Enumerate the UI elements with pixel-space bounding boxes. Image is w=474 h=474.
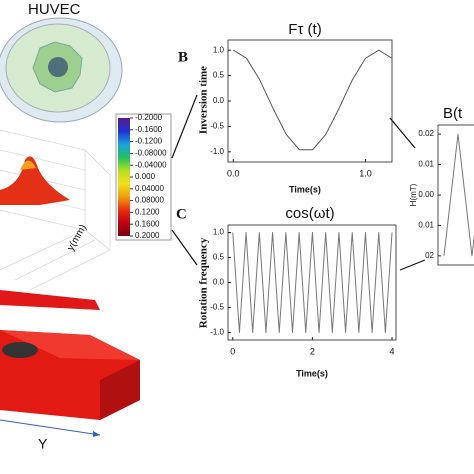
panel-b-label: B [178, 49, 188, 65]
chart-title: B(t [443, 105, 463, 122]
y-tick-label: 1.0 [213, 228, 225, 237]
y-tick-label: 0.02 [418, 129, 434, 138]
y-tick-label: 0.01 [418, 160, 434, 169]
y-tick-label: -1.0 [210, 147, 224, 156]
chart-title: cos(ωt) [285, 205, 334, 222]
axis-line [0, 419, 101, 436]
y-axis-label: Rotation frequency [198, 237, 210, 328]
axis-y-label: Y [38, 436, 48, 452]
x-tick-label: 0 [230, 346, 235, 356]
field-peak-top [20, 160, 36, 170]
x-axis-label: Time(s) [296, 368, 328, 378]
y-tick-label: -1.0 [210, 328, 224, 337]
y-tick-label: -0.5 [210, 122, 224, 131]
panel-c-label: C [176, 206, 187, 222]
plot-frame [227, 39, 393, 163]
colorbar-tick-label: -0.04000 [135, 160, 167, 169]
y-tick-label: 0.0 [213, 278, 225, 287]
arrows [171, 94, 426, 271]
colorbar-tick-label: -0.1200 [135, 137, 163, 146]
device-hole [2, 342, 38, 358]
colorbar-tick-label: -0.08000 [135, 149, 167, 158]
y-tick-label: 0.5 [213, 71, 225, 80]
nucleus [48, 57, 68, 77]
colorbar-tick-label: 0.1200 [135, 208, 160, 217]
x-tick-label: 4 [390, 346, 395, 356]
y-tick-label: 02 [425, 251, 434, 260]
field-peak [0, 156, 70, 205]
colorbar [118, 118, 130, 236]
arrowhead [93, 431, 100, 437]
colorbar-tick-label: 0.1600 [135, 219, 160, 228]
x-tick-label: 1.0 [359, 168, 372, 178]
colorbar-tick-label: -0.1600 [135, 125, 163, 134]
chart-title: Fτ (t) [288, 21, 321, 38]
y-tick-label: 0.00 [418, 190, 434, 199]
plot-frame [437, 124, 474, 266]
data-line [233, 49, 393, 151]
y-tick-label: 0.0 [213, 96, 225, 105]
y-tick-label: 0.5 [213, 253, 225, 262]
lid [0, 290, 100, 310]
colorbar-tick-label: 0.2000 [135, 231, 160, 240]
y-axis-label: Inversion time [198, 66, 210, 134]
y-tick-label: 1.0 [213, 45, 225, 54]
y-tick-label: -0.5 [210, 303, 224, 312]
x-tick-label: 0.0 [227, 168, 240, 178]
colorbar-tick-label: 0.000 [135, 172, 156, 181]
colorbar-tick-label: 0.04000 [135, 184, 164, 193]
huvec-label: HUVEC [28, 1, 81, 18]
colorbar-tick-label: -0.2000 [135, 113, 163, 122]
data-line [232, 232, 393, 333]
3d-grid [0, 129, 111, 291]
device-side [100, 360, 140, 420]
y-tick-label: 0.01 [418, 221, 434, 230]
data-line [443, 133, 474, 257]
device-top [0, 330, 140, 360]
y-axis-label: H(mT) [409, 183, 418, 206]
x-tick-label: 2 [310, 346, 315, 356]
x-axis-label: Time(s) [289, 184, 321, 194]
colorbar-tick-label: 0.08000 [135, 196, 164, 205]
